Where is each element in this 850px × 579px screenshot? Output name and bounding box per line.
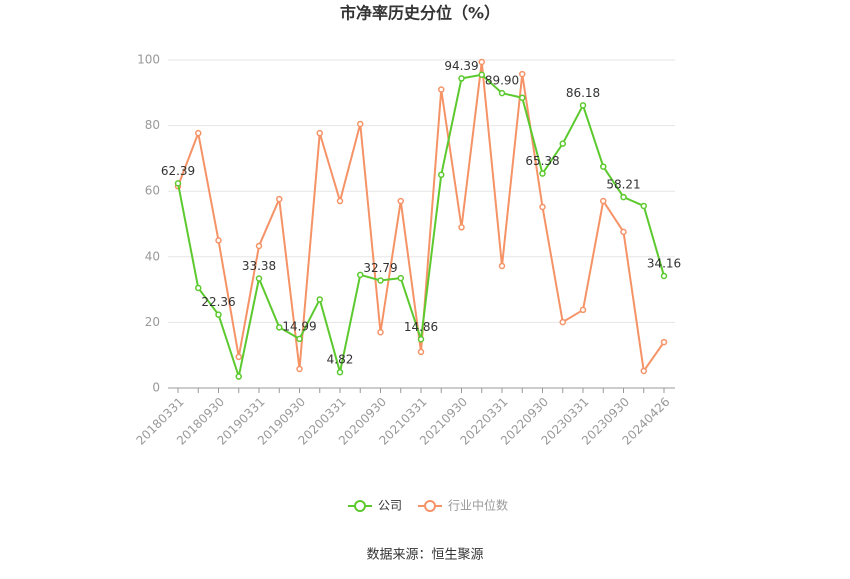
point (478, 71, 485, 79)
point (640, 202, 647, 210)
data-label: 14.99 (282, 319, 316, 333)
data-label: 89.90 (485, 74, 519, 88)
point (498, 262, 506, 270)
legend-marker (424, 500, 437, 512)
point (235, 373, 242, 380)
point (579, 102, 587, 109)
point (336, 197, 344, 205)
legend-marker (354, 500, 366, 512)
y-tick-label: 100 (137, 53, 160, 67)
point (458, 75, 465, 82)
point (660, 338, 668, 346)
point (377, 277, 384, 284)
y-tick-label: 40 (145, 249, 160, 263)
point (276, 324, 283, 331)
point (417, 348, 425, 356)
point (458, 224, 465, 231)
data-label: 86.18 (566, 86, 600, 100)
point (417, 336, 425, 343)
chart-title: 市净率历史分位（%） (340, 4, 500, 23)
point (660, 272, 668, 280)
point (276, 195, 283, 203)
point (255, 275, 263, 282)
legend-label: 公司 (378, 499, 402, 513)
source: 数据来源：恒生聚源 (366, 548, 483, 563)
point (174, 180, 182, 187)
data-label: 22.36 (201, 295, 235, 309)
y-tick-label: 0 (152, 381, 160, 395)
point (438, 86, 445, 93)
legend-label: 行业中位数 (448, 498, 508, 513)
point (255, 242, 263, 250)
point (640, 367, 647, 375)
point (478, 58, 485, 66)
point (519, 70, 526, 78)
point (377, 328, 384, 336)
point (620, 193, 627, 201)
point (539, 203, 546, 211)
point (296, 365, 303, 373)
point (579, 306, 587, 314)
point (600, 163, 607, 170)
data-label: 32.79 (363, 261, 397, 275)
y-tick-label: 80 (145, 118, 160, 132)
point (215, 311, 222, 318)
data-label: 4.82 (327, 353, 354, 367)
point (600, 197, 607, 205)
point (235, 353, 242, 361)
point (519, 94, 526, 101)
point (397, 274, 404, 282)
point (336, 368, 344, 376)
data-label: 58.21 (606, 178, 640, 192)
data-label: 14.86 (404, 320, 438, 334)
point (316, 129, 323, 137)
point (438, 171, 445, 179)
point (215, 237, 222, 244)
point (195, 284, 202, 292)
point (357, 271, 364, 279)
point (559, 140, 566, 147)
point (357, 120, 364, 128)
point (296, 335, 303, 343)
y-tick-label: 60 (145, 184, 160, 198)
y-tick-label: 20 (145, 315, 160, 329)
point (620, 228, 627, 236)
point (539, 170, 546, 177)
data-label: 94.39 (444, 59, 478, 73)
data-label: 65.38 (525, 154, 559, 168)
point (195, 129, 202, 137)
point (397, 197, 404, 205)
data-label: 62.39 (161, 164, 195, 178)
data-label: 33.38 (242, 259, 276, 273)
point (559, 318, 566, 326)
data-label: 34.16 (647, 256, 681, 270)
point (498, 89, 506, 97)
point (316, 296, 323, 303)
